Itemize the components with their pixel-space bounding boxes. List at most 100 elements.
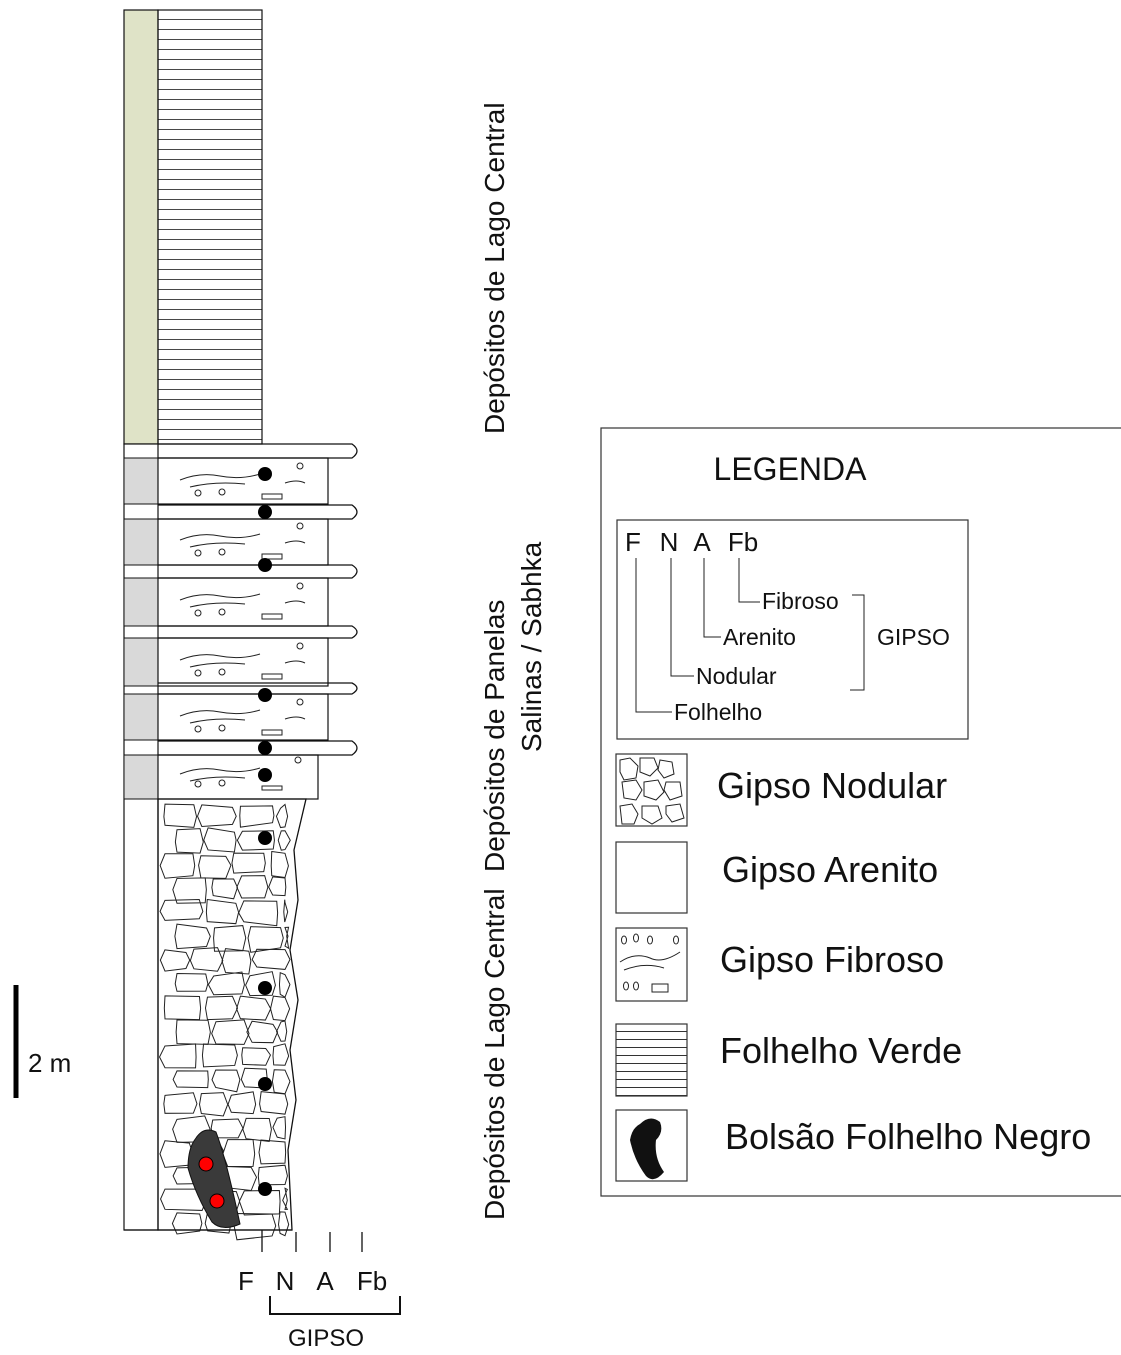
nodule [236,875,269,899]
nodule [171,1212,203,1235]
nodule [278,971,291,998]
nodule [196,804,237,827]
legend: LEGENDA F N A Fb Fibroso Arenito Nodular… [600,427,1121,1197]
legend-item-arenito: Gipso Arenito [615,841,938,914]
nodule [211,1069,241,1093]
nodule [205,898,240,925]
sample-dot [258,505,272,519]
nodule [203,827,237,853]
sample-dot-red [209,1193,225,1209]
key-name-arenito: Arenito [723,624,796,650]
axis-group-label: GIPSO [288,1325,364,1352]
legend-label-nodular: Gipso Nodular [717,765,947,806]
swatch-nodular [615,753,688,827]
nodule [211,1019,250,1045]
nodule [233,1213,277,1241]
swatch-arenito [615,841,688,914]
nodule [210,1118,244,1139]
vertical-labels: Depósitos de Lago Central Depósitos de P… [479,102,547,1220]
nodule [284,926,290,950]
fibroso-texture [179,462,306,791]
nodule [159,853,196,879]
nodule [189,947,224,972]
label-panelas-line1: Depósitos de Panelas [479,600,510,872]
arenito-tongues [158,443,358,756]
nodule [198,855,232,879]
axis-tick-fb: Fb [357,1266,387,1296]
nodule [236,830,275,851]
legend-item-fibroso: Gipso Fibroso [615,927,944,1002]
scale-bar-label: 2 m [28,1048,71,1078]
legend-item-bolsao: Bolsão Folhelho Negro [615,1109,1091,1182]
legend-label-arenito: Gipso Arenito [722,849,938,890]
nodule [242,1117,272,1142]
label-upper-lago-central: Depósitos de Lago Central [479,102,510,434]
nodule [201,1043,238,1068]
key-group-gipso: GIPSO [877,624,950,650]
nodule [276,1020,288,1042]
grey-bands [123,457,159,800]
nodule [272,1116,287,1140]
legend-item-nodular: Gipso Nodular [615,753,947,827]
nodule [172,877,207,904]
nodule [272,1043,290,1066]
nodule [270,850,289,878]
label-lower-lago-central: Depósitos de Lago Central [479,888,510,1220]
nodule [175,1019,211,1045]
nodule [282,1187,289,1210]
nodule [277,830,291,851]
folhelho-verde-layer [157,9,263,445]
legend-key: F N A Fb Fibroso Arenito Nodular Folhelh… [616,519,969,740]
nodule [159,898,204,921]
strat-column [123,9,358,1241]
key-code-fb: Fb [728,527,758,557]
key-code-n: N [660,527,679,557]
left-band-column [123,443,159,1231]
nodule [275,803,289,829]
nodule [257,1164,288,1186]
sample-dot [258,831,272,845]
nodule [158,1043,197,1069]
green-shale-band [123,9,159,445]
key-code-f: F [625,527,641,557]
nodule [174,828,204,854]
key-code-a: A [693,527,711,557]
scale-bar: 2 m [13,985,71,1098]
nodule [204,995,239,1021]
swatch-folhelho-verde [615,1023,688,1097]
nodule [278,1211,290,1237]
nodule [207,971,245,996]
nodule [211,878,238,900]
nodule [174,923,211,950]
nodule [239,805,275,828]
nodule [199,1092,229,1117]
nodule [271,1069,291,1095]
sample-dot [258,981,272,995]
nodular-layer [157,798,307,1241]
label-panelas-line2: Salinas / Sabhka [516,541,547,752]
nodule [238,1189,281,1216]
nodule [251,948,291,970]
nodule [163,803,198,828]
fibroso-layers [157,457,329,800]
legend-label-fibroso: Gipso Fibroso [720,939,944,980]
nodule [238,900,279,927]
sample-dot [258,688,272,702]
legend-label-folhelho-verde: Folhelho Verde [720,1030,962,1071]
nodule [159,949,191,972]
nodule [222,1139,256,1168]
nodule [247,926,284,953]
key-name-fibroso: Fibroso [762,588,839,614]
sample-dot [258,741,272,755]
nodule [241,1047,272,1066]
sample-dot [258,467,272,481]
nodule [270,995,291,1022]
nodule [268,876,287,897]
nodule [246,1020,279,1044]
nodule [245,971,276,997]
nodule [231,852,266,874]
sample-dot [258,768,272,782]
nodule [163,995,202,1021]
sample-dots [198,467,272,1209]
